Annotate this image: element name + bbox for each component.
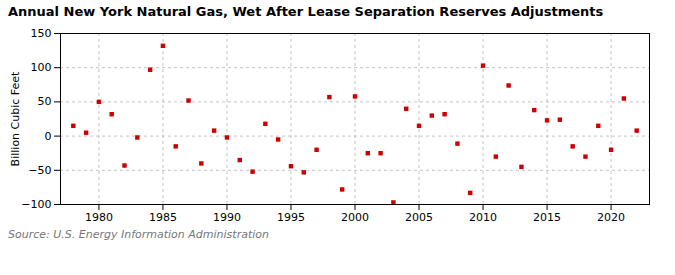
svg-text:1980: 1980 (85, 211, 113, 224)
svg-text:−100: −100 (21, 198, 51, 211)
html-text:Annual New York Natural Gas, W: Annual New York Natural Gas, Wet After L… (8, 4, 604, 19)
svg-text:100: 100 (31, 61, 52, 74)
svg-text:Billion Cubic Feet: Billion Cubic Feet (9, 71, 22, 166)
svg-text:2015: 2015 (533, 211, 561, 224)
svg-text:2000: 2000 (341, 211, 369, 224)
svg-text:1985: 1985 (149, 211, 177, 224)
svg-text:50: 50 (38, 95, 52, 108)
svg-text:2020: 2020 (597, 211, 625, 224)
svg-text:2010: 2010 (469, 211, 497, 224)
svg-text:1995: 1995 (277, 211, 305, 224)
svg-text:0: 0 (45, 130, 52, 143)
svg-text:150: 150 (31, 27, 52, 40)
svg-text:−50: −50 (28, 164, 51, 177)
svg-text:2005: 2005 (405, 211, 433, 224)
html-text:Source: U.S. Energy Informatio: Source: U.S. Energy Information Administ… (8, 228, 269, 241)
svg-text:1990: 1990 (213, 211, 241, 224)
